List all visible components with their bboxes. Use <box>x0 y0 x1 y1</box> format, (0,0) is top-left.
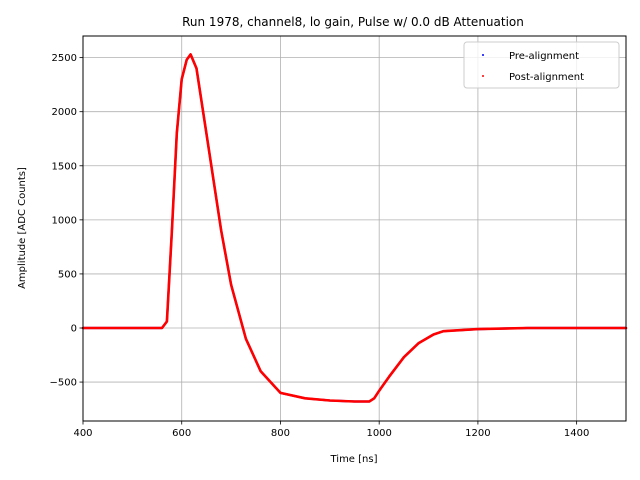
plot-series <box>81 53 628 403</box>
x-tick-label: 1000 <box>366 428 391 439</box>
x-tick-label: 400 <box>73 428 92 439</box>
x-tick-label: 1400 <box>564 428 589 439</box>
y-tick-label: 1500 <box>52 161 77 172</box>
x-axis-ticks: 400 600 800 1000 1200 1400 <box>73 421 589 439</box>
y-tick-label: −500 <box>50 378 77 389</box>
y-tick-label: 0 <box>71 323 77 334</box>
legend-box <box>463 41 620 89</box>
x-tick-label: 600 <box>172 428 191 439</box>
grid-lines <box>82 36 626 421</box>
y-tick-label: 500 <box>58 269 77 280</box>
y-axis-title: Amplitude [ADC Counts] <box>17 167 28 289</box>
legend-marker-pre-alignment <box>482 54 484 56</box>
y-tick-label: 2500 <box>52 53 77 64</box>
legend-marker-post-alignment <box>482 75 484 77</box>
y-tick-label: 1000 <box>52 215 77 226</box>
y-axis-ticks: −500 0 500 1000 1500 2000 2500 <box>50 53 83 389</box>
y-tick-label: 2000 <box>52 107 77 118</box>
legend-label-pre-alignment: Pre-alignment <box>509 51 579 62</box>
legend-label-post-alignment: Post-alignment <box>509 72 584 83</box>
x-tick-label: 1200 <box>465 428 490 439</box>
x-tick-label: 800 <box>271 428 290 439</box>
series-post-alignment-line <box>81 53 628 403</box>
legend: Pre-alignment Post-alignment <box>463 41 620 89</box>
plot-frame <box>82 35 627 422</box>
chart-title: Run 1978, channel8, lo gain, Pulse w/ 0.… <box>182 15 524 29</box>
x-axis-title: Time [ns] <box>329 454 377 465</box>
